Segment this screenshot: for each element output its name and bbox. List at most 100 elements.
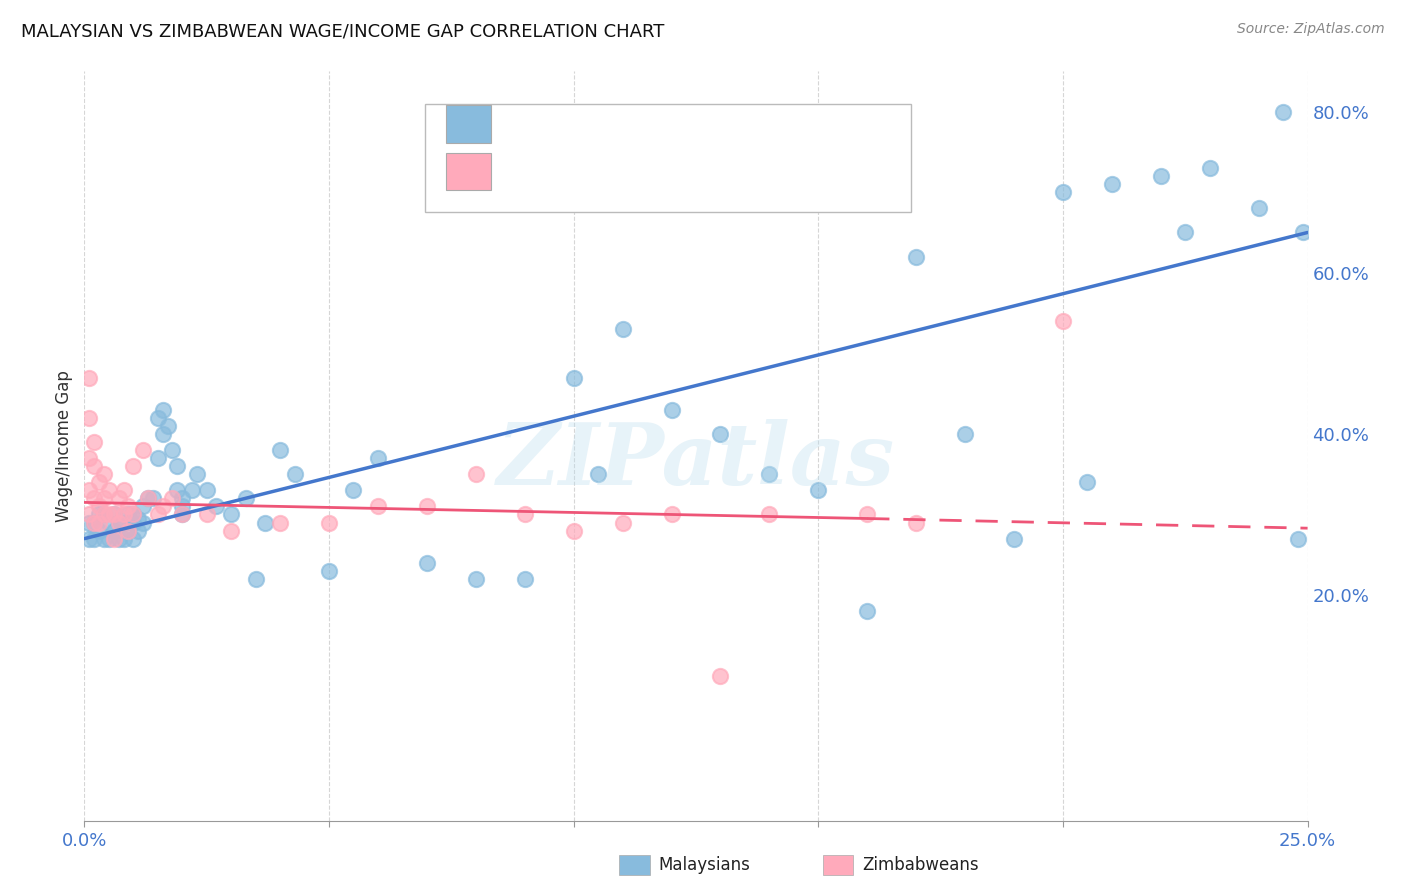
Point [117,524,139,538]
Text: R =  0.608   N = 74: R = 0.608 N = 74 [502,115,702,133]
Point [1076,475,1098,490]
Point [122,508,145,522]
Point [205,500,228,514]
Point [107,516,129,530]
Text: Malaysians: Malaysians [658,856,749,874]
Point [219,524,242,538]
Point [112,516,135,530]
Point [162,443,184,458]
Point [612,516,634,530]
Point [87,500,110,514]
Point [117,524,139,538]
Point [156,418,179,433]
Point [612,322,634,336]
Point [152,426,174,441]
Point [87,524,110,538]
Point [87,516,110,530]
Point [117,500,139,514]
Point [1286,532,1309,546]
Text: Source: ZipAtlas.com: Source: ZipAtlas.com [1237,22,1385,37]
Point [172,491,194,506]
Point [132,516,155,530]
Point [103,508,125,522]
Point [117,508,139,522]
Point [562,524,585,538]
Point [83,491,105,506]
Point [146,508,169,522]
Point [77,508,100,522]
Point [93,532,115,546]
Point [77,370,100,384]
Point [1002,532,1025,546]
Point [172,508,194,522]
Point [132,443,155,458]
Point [83,532,105,546]
Point [142,491,165,506]
Point [254,516,277,530]
Point [1101,177,1123,191]
Point [166,459,188,474]
Point [136,491,159,506]
Point [807,483,830,498]
Point [318,516,340,530]
Point [219,508,242,522]
Point [77,532,100,546]
Text: Zimbabweans: Zimbabweans [862,856,979,874]
Point [83,516,105,530]
Point [103,508,125,522]
Point [172,508,194,522]
Point [122,508,145,522]
Point [195,483,218,498]
Point [93,467,115,482]
Point [416,556,439,570]
Point [77,483,100,498]
Point [513,508,536,522]
Point [464,572,486,586]
Point [269,443,291,458]
Point [1292,226,1315,240]
Point [586,467,609,482]
Point [97,516,120,530]
Point [107,516,129,530]
Point [122,532,145,546]
Text: R = -0.025   N = 49: R = -0.025 N = 49 [502,161,702,179]
Point [1150,169,1173,183]
Point [416,500,439,514]
Point [77,451,100,466]
Point [93,508,115,522]
Point [83,434,105,449]
Point [152,500,174,514]
Point [284,467,307,482]
Point [103,524,125,538]
Point [146,410,169,425]
Point [83,516,105,530]
Point [136,491,159,506]
Point [709,668,731,682]
Point [709,426,731,441]
Point [1198,161,1220,175]
Point [77,410,100,425]
Point [146,451,169,466]
Point [905,516,928,530]
Point [1247,202,1270,216]
Point [562,370,585,384]
Point [103,532,125,546]
Point [122,459,145,474]
Point [83,459,105,474]
Point [112,532,135,546]
Point [513,572,536,586]
Point [1052,314,1074,328]
Point [186,467,208,482]
Point [661,402,683,417]
Point [93,491,115,506]
Point [1052,185,1074,199]
Point [1272,104,1295,119]
Point [127,524,149,538]
Point [758,467,780,482]
Point [87,475,110,490]
Point [112,483,135,498]
Point [367,451,389,466]
Text: MALAYSIAN VS ZIMBABWEAN WAGE/INCOME GAP CORRELATION CHART: MALAYSIAN VS ZIMBABWEAN WAGE/INCOME GAP … [21,22,665,40]
Point [195,508,218,522]
Point [87,508,110,522]
